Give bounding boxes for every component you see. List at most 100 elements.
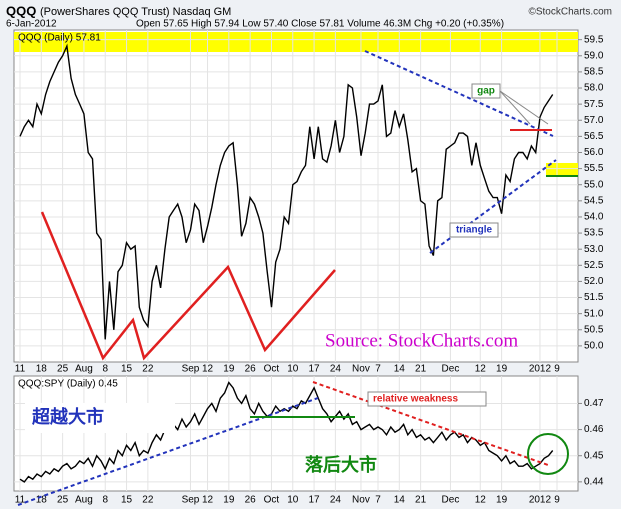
x-tick-label: 19 [496, 495, 508, 506]
y-tick-label: 59.0 [584, 50, 604, 61]
y-tick-label: 50.5 [584, 324, 604, 335]
x-tick-label: 17 [309, 364, 321, 375]
y-tick-label: 51.0 [584, 308, 604, 319]
price-panel [13, 29, 579, 363]
label-box [449, 222, 499, 238]
x-tick-label: 14 [394, 364, 406, 375]
y-tick-label: 56.0 [584, 147, 604, 158]
annotation: triangle [456, 225, 493, 236]
quote: Open 57.65 High 57.94 Low 57.40 Close 57… [136, 19, 504, 30]
label-box [367, 391, 487, 407]
x-tick-label: Oct [264, 364, 280, 375]
highlight-circle [527, 433, 569, 475]
y-tick-label: 57.0 [584, 115, 604, 126]
x-tick-label: 17 [309, 495, 321, 506]
legend-entry: QQQ:SPY (Daily) 0.45 [18, 379, 118, 390]
y-tick-label: 59.5 [584, 34, 604, 45]
x-tick-label: 10 [287, 364, 299, 375]
x-tick-label: 12 [202, 495, 214, 506]
x-tick-label: 18 [36, 364, 48, 375]
security-name: (PowerShares QQQ Trust) Nasdaq GM [40, 6, 231, 18]
x-tick-label: 12 [475, 364, 487, 375]
ratio-panel [13, 375, 579, 492]
annotation: 超越大市 [32, 406, 104, 428]
y-tick-label: 51.5 [584, 292, 604, 303]
annotation: relative weakness [373, 394, 458, 405]
y-tick-label: 58.5 [584, 67, 604, 78]
x-tick-label: Aug [75, 495, 93, 506]
series-line [19, 43, 554, 340]
credit: ©StockCharts.com [528, 7, 612, 18]
x-tick-label: 19 [223, 495, 235, 506]
y-tick-label: 52.5 [584, 260, 604, 271]
x-tick-label: 9 [554, 495, 560, 506]
pointer [499, 90, 549, 125]
x-tick-label: 9 [554, 364, 560, 375]
x-tick-label: 8 [102, 495, 108, 506]
x-tick-label: Nov [352, 495, 370, 506]
x-tick-label: 26 [245, 364, 257, 375]
highlight-band [14, 32, 578, 52]
trend-line [429, 159, 557, 254]
y-tick-label: 58.0 [584, 83, 604, 94]
annotation: gap [477, 86, 495, 97]
x-tick-label: 22 [142, 364, 154, 375]
y-tick-label: 53.0 [584, 244, 604, 255]
x-tick-label: 15 [121, 495, 133, 506]
x-tick-label: 12 [475, 495, 487, 506]
x-tick-label: Nov [352, 364, 370, 375]
x-tick-label: 7 [375, 495, 381, 506]
y-tick-label: 52.0 [584, 276, 604, 287]
x-tick-label: 15 [121, 364, 133, 375]
x-tick-label: 26 [245, 495, 257, 506]
pattern-line [40, 211, 336, 361]
x-tick-label: Oct [264, 495, 280, 506]
y-tick-label: 57.5 [584, 99, 604, 110]
x-tick-label: Sep [182, 364, 200, 375]
x-tick-label: 11 [15, 364, 26, 375]
y-tick-label: 54.0 [584, 212, 604, 223]
x-tick-label: 14 [394, 495, 406, 506]
x-tick-label: 24 [330, 495, 342, 506]
y-tick-label: 0.47 [584, 398, 604, 409]
x-tick-label: 12 [202, 364, 214, 375]
series-line [19, 381, 554, 483]
trend-line [364, 50, 554, 137]
y-tick-label: 0.46 [584, 424, 604, 435]
x-tick-label: 18 [36, 495, 48, 506]
date: 6-Jan-2012 [6, 19, 57, 30]
y-tick-label: 55.5 [584, 163, 604, 174]
x-tick-label: 11 [15, 495, 26, 506]
annotation: 落后大市 [305, 454, 377, 476]
label-box [471, 83, 501, 99]
x-tick-label: Dec [442, 495, 460, 506]
x-tick-label: 25 [57, 495, 69, 506]
source-note: Source: StockCharts.com [325, 330, 518, 351]
x-tick-label: 7 [375, 364, 381, 375]
x-tick-label: 22 [142, 495, 154, 506]
x-tick-label: Sep [182, 495, 200, 506]
y-tick-label: 56.5 [584, 131, 604, 142]
y-tick-label: 55.0 [584, 179, 604, 190]
x-tick-label: Aug [75, 364, 93, 375]
x-tick-label: 19 [223, 364, 235, 375]
y-tick-label: 0.45 [584, 450, 604, 461]
symbol: QQQ [6, 3, 36, 18]
highlight-band [546, 163, 578, 177]
x-tick-label: 2012 [529, 495, 552, 506]
y-tick-label: 0.44 [584, 476, 604, 487]
y-tick-label: 50.0 [584, 341, 604, 352]
x-tick-label: 8 [102, 364, 108, 375]
x-tick-label: 25 [57, 364, 69, 375]
x-tick-label: 19 [496, 364, 508, 375]
y-tick-label: 53.5 [584, 228, 604, 239]
x-tick-label: Dec [442, 364, 460, 375]
y-tick-label: 54.5 [584, 195, 604, 206]
pointer [499, 90, 531, 125]
x-tick-label: 2012 [529, 364, 552, 375]
x-tick-label: 21 [415, 495, 427, 506]
legend-entry: QQQ (Daily) 57.81 [18, 33, 101, 44]
x-tick-label: 10 [287, 495, 299, 506]
